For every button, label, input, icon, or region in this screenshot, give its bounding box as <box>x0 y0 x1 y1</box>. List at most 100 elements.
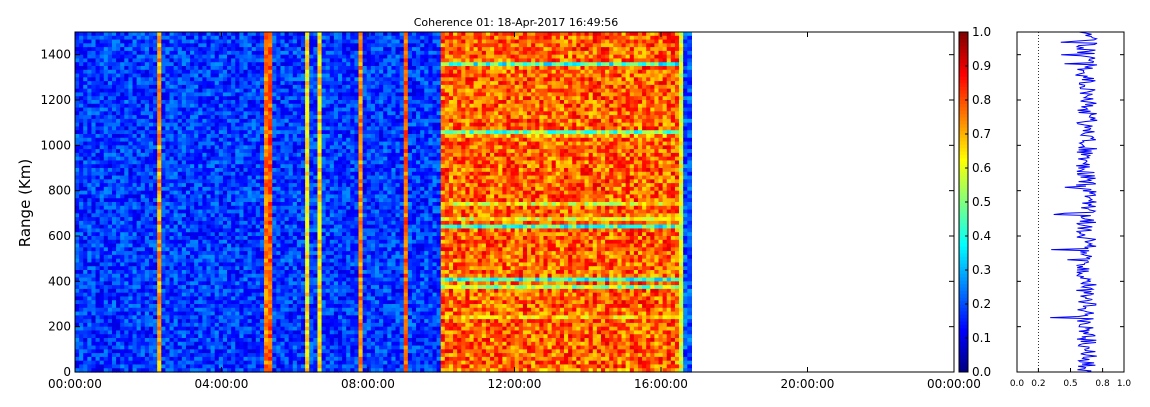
heatmap-cell <box>280 232 286 237</box>
heatmap-cell <box>140 145 146 150</box>
heatmap-cell <box>75 281 80 286</box>
heatmap-cell <box>280 345 286 350</box>
heatmap-cell <box>272 228 277 233</box>
heatmap-cell <box>251 326 257 332</box>
heatmap-cell <box>243 198 249 203</box>
heatmap-cell <box>83 270 88 275</box>
heatmap-cell <box>251 205 257 211</box>
heatmap-cell <box>247 168 253 173</box>
heatmap-cell <box>243 243 249 248</box>
heatmap-cell <box>247 194 253 199</box>
heatmap-cell <box>116 228 121 233</box>
heatmap-cell <box>198 334 203 339</box>
heatmap-cell <box>157 243 162 248</box>
heatmap-cell <box>111 322 117 328</box>
heatmap-cell <box>140 224 146 230</box>
heatmap-cell <box>144 77 150 82</box>
heatmap-cell <box>107 103 113 109</box>
heatmap-cell <box>103 190 109 196</box>
heatmap-cell <box>148 39 154 44</box>
heatmap-cell <box>153 311 158 316</box>
heatmap-cell <box>206 66 212 71</box>
heatmap-cell <box>296 152 302 158</box>
heatmap-cell <box>140 100 146 105</box>
heatmap-cell <box>177 73 183 78</box>
heatmap-cell <box>165 118 171 124</box>
heatmap-cell <box>79 202 84 207</box>
heatmap-cell <box>292 160 298 165</box>
heatmap-cell <box>140 315 146 320</box>
heatmap-cell <box>91 338 97 343</box>
heatmap-cell <box>243 319 249 324</box>
heatmap-cell <box>107 315 113 320</box>
heatmap-cell <box>111 281 117 286</box>
heatmap-cell <box>264 183 269 188</box>
heatmap-cell <box>83 243 88 248</box>
heatmap-cell <box>301 126 306 131</box>
heatmap-cell <box>247 39 253 44</box>
heatmap-cell <box>99 266 105 271</box>
heatmap-cell <box>153 277 158 282</box>
heatmap-cell <box>83 103 88 109</box>
heatmap-cell <box>124 171 130 177</box>
heatmap-cell <box>148 126 154 131</box>
heatmap-cell <box>95 84 101 90</box>
heatmap-cell <box>264 281 269 286</box>
heatmap-cell <box>95 202 101 207</box>
heatmap-cell <box>247 186 253 192</box>
heatmap-cell <box>120 296 125 301</box>
heatmap-cell <box>83 137 88 143</box>
heatmap-cell <box>284 126 290 131</box>
heatmap-cell <box>103 251 109 256</box>
heatmap-cell <box>120 205 125 211</box>
heatmap-cell <box>218 300 224 305</box>
heatmap-cell <box>272 32 277 37</box>
heatmap-cell <box>206 126 212 131</box>
heatmap-cell <box>190 47 195 52</box>
heatmap-cell <box>173 111 179 116</box>
heatmap-cell <box>132 190 138 196</box>
heatmap-cell <box>296 217 302 222</box>
heatmap-cell <box>202 330 208 335</box>
heatmap-cell <box>276 232 282 237</box>
heatmap-cell <box>181 69 187 75</box>
heatmap-cell <box>296 251 302 256</box>
heatmap-cell <box>79 254 84 260</box>
heatmap-cell <box>214 35 220 41</box>
heatmap-cell <box>227 111 232 116</box>
heatmap-cell <box>173 217 179 222</box>
heatmap-cell <box>296 209 302 214</box>
heatmap-cell <box>177 160 183 165</box>
heatmap-cell <box>255 239 261 245</box>
heatmap-cell <box>128 88 134 94</box>
heatmap-cell <box>157 341 162 347</box>
heatmap-cell <box>169 364 175 369</box>
heatmap-cell <box>153 43 158 48</box>
heatmap-cell <box>190 35 195 41</box>
heatmap-cell <box>239 35 245 41</box>
heatmap-cell <box>247 213 253 218</box>
heatmap-cell <box>99 247 105 252</box>
heatmap-cell <box>148 326 154 332</box>
heatmap-cell <box>276 300 282 305</box>
heatmap-cell <box>165 243 171 248</box>
heatmap-cell <box>202 364 208 369</box>
heatmap-cell <box>148 58 154 63</box>
heatmap-cell <box>120 277 125 282</box>
heatmap-cell <box>259 43 265 48</box>
heatmap-cell <box>144 356 150 362</box>
heatmap-cell <box>235 243 240 248</box>
heatmap-cell <box>239 115 245 120</box>
heatmap-cell <box>235 84 240 90</box>
heatmap-cell <box>222 236 228 241</box>
heatmap-cell <box>107 262 113 267</box>
heatmap-cell <box>95 152 101 158</box>
heatmap-cell <box>116 73 121 78</box>
heatmap-cell <box>124 209 130 214</box>
heatmap-cell <box>202 137 208 143</box>
heatmap-cell <box>128 307 134 313</box>
heatmap-cell <box>264 96 269 101</box>
heatmap-cell <box>169 54 175 60</box>
heatmap-cell <box>206 103 212 109</box>
heatmap-cell <box>185 198 191 203</box>
